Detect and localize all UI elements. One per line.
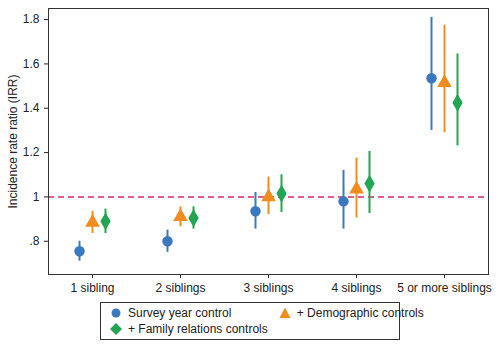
html-text:+ Demographic controls: + Demographic controls (296, 306, 424, 320)
svg-text:1.8: 1.8 (23, 12, 40, 26)
svg-text:3 siblings: 3 siblings (243, 281, 293, 295)
svg-text:1.6: 1.6 (23, 57, 40, 71)
svg-text:.8: .8 (29, 234, 39, 248)
html-text:+ Family relations controls: + Family relations controls (128, 322, 268, 336)
svg-text:1 sibling: 1 sibling (70, 281, 114, 295)
svg-text:1.2: 1.2 (23, 145, 40, 159)
html-text:Survey year control: Survey year control (128, 306, 232, 320)
svg-text:1: 1 (33, 190, 40, 204)
svg-text:1.4: 1.4 (23, 101, 40, 115)
svg-text:5 or more siblings: 5 or more siblings (397, 281, 492, 295)
svg-text:2 siblings: 2 siblings (155, 281, 205, 295)
svg-text:4 siblings: 4 siblings (331, 281, 381, 295)
svg-text:Incidence rate ratio (IRR): Incidence rate ratio (IRR) (6, 74, 20, 208)
